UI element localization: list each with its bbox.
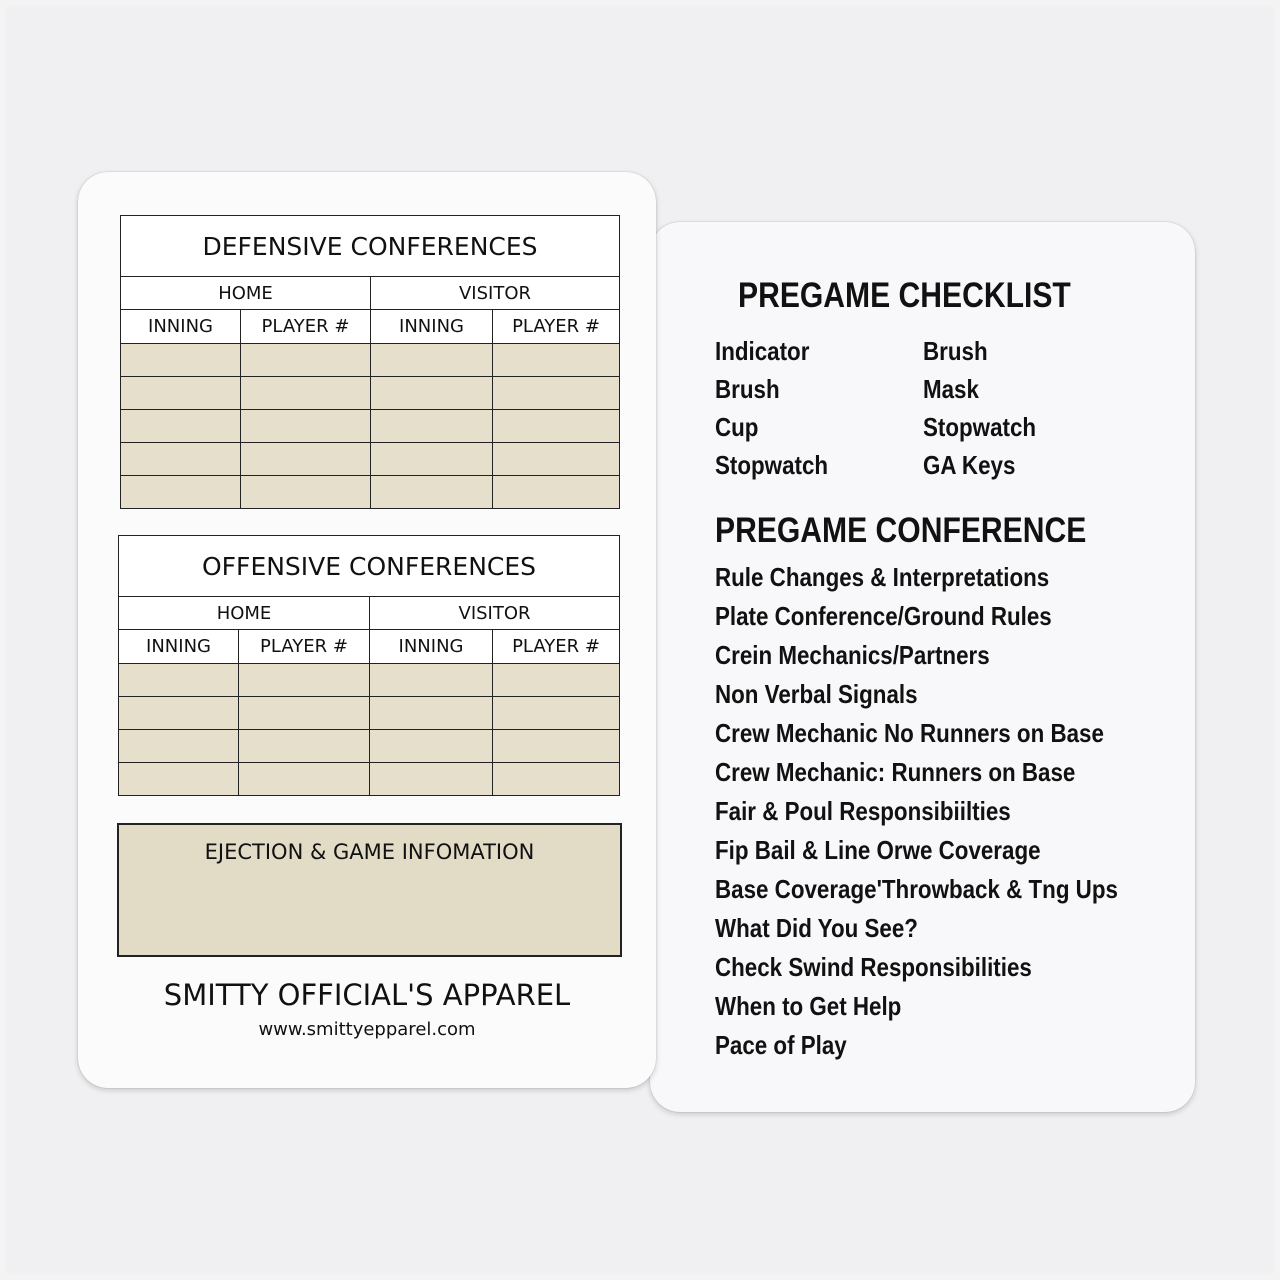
visitor-header: VISITOR — [368, 596, 621, 630]
ejection-title: EJECTION & GAME INFOMATION — [204, 840, 535, 864]
ejection-info-box: EJECTION & GAME INFOMATION — [117, 823, 622, 957]
pregame-card: PREGAME CHECKLIST PREGAME CONFERENCE Ind… — [650, 222, 1195, 1112]
table-cell[interactable] — [370, 442, 493, 476]
table-row — [120, 343, 621, 377]
table-cell[interactable] — [118, 762, 239, 796]
conference-item: Crein Mechanics/Partners — [715, 640, 990, 670]
table-title: DEFENSIVE CONFERENCES — [119, 215, 621, 277]
table-row — [120, 376, 621, 410]
table-cell[interactable] — [240, 442, 371, 476]
table-cell[interactable] — [120, 343, 241, 377]
conference-item: Crew Mechanic No Runners on Base — [715, 718, 1104, 748]
table-cell[interactable] — [120, 376, 241, 410]
checklist-item: Brush — [923, 336, 988, 366]
checklist-item: Stopwatch — [715, 450, 829, 480]
table-cell[interactable] — [491, 376, 621, 410]
column-header: PLAYER # — [491, 629, 621, 664]
table-cell[interactable] — [238, 729, 370, 763]
table-cell[interactable] — [369, 762, 493, 796]
table-row — [120, 409, 621, 443]
home-header: HOME — [120, 276, 371, 310]
checklist-item: Cup — [715, 412, 759, 442]
table-title: OFFENSIVE CONFERENCES — [117, 535, 621, 597]
checklist-item: Indicator — [715, 336, 810, 366]
column-header: INNING — [370, 309, 493, 344]
column-header: INNING — [118, 629, 239, 664]
conference-item: Crew Mechanic: Runners on Base — [715, 757, 1076, 787]
table-row — [118, 663, 621, 697]
conference-item: Rule Changes & Interpretations — [715, 562, 1050, 592]
table-cell[interactable] — [491, 442, 621, 476]
column-header: INNING — [120, 309, 241, 344]
table-cell[interactable] — [240, 475, 371, 509]
table-cell[interactable] — [238, 663, 370, 697]
column-header: INNING — [369, 629, 493, 664]
table-cell[interactable] — [120, 475, 241, 509]
checklist-item: GA Keys — [923, 450, 1016, 480]
table-cell[interactable] — [240, 343, 371, 377]
table-cell[interactable] — [370, 409, 493, 443]
table-cell[interactable] — [118, 696, 239, 730]
offensive-conferences-table: OFFENSIVE CONFERENCES HOME VISITOR INNING… — [117, 535, 621, 796]
table-cell[interactable] — [369, 729, 493, 763]
conference-item: Fip Bail & Line Orwe Coverage — [715, 835, 1041, 865]
conference-item: Pace of Play — [715, 1030, 847, 1060]
table-cell[interactable] — [118, 729, 239, 763]
table-cell[interactable] — [491, 343, 621, 377]
table-cell[interactable] — [120, 442, 241, 476]
table-cell[interactable] — [238, 762, 370, 796]
brand-url: www.smittyepparel.com — [258, 1019, 476, 1040]
table-cell[interactable] — [491, 729, 621, 763]
table-row — [120, 475, 621, 509]
table-row — [118, 696, 621, 730]
conference-item: When to Get Help — [715, 991, 902, 1021]
conference-card: DEFENSIVE CONFERENCES HOME VISITOR INNING… — [78, 172, 656, 1088]
table-cell[interactable] — [118, 663, 239, 697]
table-cell[interactable] — [240, 376, 371, 410]
table-cell[interactable] — [369, 663, 493, 697]
checklist-item: Stopwatch — [923, 412, 1037, 442]
table-cell[interactable] — [370, 343, 493, 377]
table-cell[interactable] — [369, 696, 493, 730]
conference-title: PREGAME CONFERENCE — [715, 511, 1087, 550]
table-cell[interactable] — [240, 409, 371, 443]
checklist-item: Brush — [715, 374, 780, 404]
table-cell[interactable] — [238, 696, 370, 730]
table-row — [120, 442, 621, 476]
conference-item: Non Verbal Signals — [715, 679, 918, 709]
visitor-header: VISITOR — [369, 276, 621, 310]
conference-item: What Did You See? — [715, 913, 918, 943]
checklist-title: PREGAME CHECKLIST — [738, 276, 1071, 315]
table-cell[interactable] — [370, 376, 493, 410]
conference-item: Plate Conference/Ground Rules — [715, 601, 1052, 631]
conference-item: Base Coverage'Throwback & Tng Ups — [715, 874, 1118, 904]
table-row — [118, 762, 621, 796]
column-header: PLAYER # — [491, 309, 621, 344]
defensive-conferences-table: DEFENSIVE CONFERENCES HOME VISITOR INNING… — [119, 215, 621, 509]
home-header: HOME — [118, 596, 370, 630]
table-cell[interactable] — [491, 663, 621, 697]
table-cell[interactable] — [491, 475, 621, 509]
table-row — [118, 729, 621, 763]
table-cell[interactable] — [491, 762, 621, 796]
table-cell[interactable] — [491, 409, 621, 443]
conference-item: Check Swind Responsibilities — [715, 952, 1032, 982]
brand-name: SMITTY OFFICIAL'S APPAREL — [163, 978, 571, 1012]
conference-item: Fair & Poul Responsibiilties — [715, 796, 1011, 826]
table-cell[interactable] — [120, 409, 241, 443]
table-cell[interactable] — [370, 475, 493, 509]
table-cell[interactable] — [491, 696, 621, 730]
column-header: PLAYER # — [238, 629, 370, 664]
checklist-item: Mask — [923, 374, 979, 404]
column-header: PLAYER # — [240, 309, 371, 344]
